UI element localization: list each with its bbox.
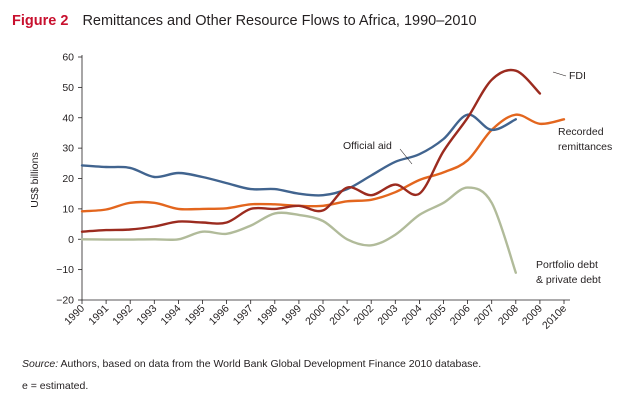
y-axis-label: US$ billions (29, 152, 41, 207)
x-tick-label: 1992 (110, 303, 135, 328)
series-label-remittances-1: Recorded (558, 126, 604, 138)
y-tick-label: −10 (56, 264, 74, 276)
x-tick-label: 2008 (496, 303, 521, 328)
x-tick-label: 2010e (540, 303, 569, 332)
x-tick-label: 2003 (375, 303, 400, 328)
y-tick-label: 50 (62, 82, 74, 94)
y-tick-label: 60 (62, 52, 74, 64)
series-label-portfolio-1: Portfolio debt (536, 259, 598, 271)
series-label-remittances-2: remittances (558, 141, 612, 153)
series-line-fdi (80, 68, 542, 233)
y-tick-label: 10 (62, 203, 74, 215)
y-tick-label: 20 (62, 173, 74, 185)
series-label-portfolio-2: & private debt (536, 274, 601, 286)
x-tick-label: 2006 (448, 303, 473, 328)
source-text: Authors, based on data from the World Ba… (58, 358, 482, 370)
x-tick-label: 2004 (400, 303, 425, 328)
series-label-fdi: FDI (569, 70, 586, 82)
x-tick-label: 2001 (327, 303, 352, 328)
figure-title: Remittances and Other Resource Flows to … (82, 13, 477, 29)
x-tick-label: 1997 (231, 303, 256, 328)
series-line-portfolio-debt-private-debt (80, 186, 517, 274)
series-label-official-aid-leader (399, 148, 413, 165)
series-label-official-aid: Official aid (343, 140, 392, 152)
x-tick-label: 1993 (134, 303, 159, 328)
x-tick-label: 1999 (279, 303, 304, 328)
series-line-official-aid (80, 113, 517, 197)
y-tick-label: 40 (62, 112, 74, 124)
series-line-recorded-remittances (80, 113, 566, 213)
series-label-fdi-leader (552, 71, 567, 77)
x-tick-label: 1995 (183, 303, 208, 328)
x-tick-label: 1996 (207, 303, 232, 328)
y-tick-label: −20 (56, 295, 74, 307)
source-note: Source: Authors, based on data from the … (22, 358, 481, 370)
source-label: Source: (22, 358, 59, 370)
x-tick-label: 1991 (86, 303, 111, 328)
x-tick-label: 2000 (303, 303, 328, 328)
x-tick-label: 2002 (351, 303, 376, 328)
x-tick-label: 1998 (255, 303, 280, 328)
x-tick-label: 2005 (424, 303, 449, 328)
x-tick-label: 1994 (159, 303, 184, 328)
figure-label: Figure 2 (12, 13, 69, 29)
y-tick-label: 0 (68, 234, 74, 246)
figure-header: Figure 2 Remittances and Other Resource … (12, 13, 477, 29)
y-tick-label: 30 (62, 143, 74, 155)
x-tick-label: 2007 (472, 303, 497, 328)
estimated-note: e = estimated. (22, 380, 89, 392)
